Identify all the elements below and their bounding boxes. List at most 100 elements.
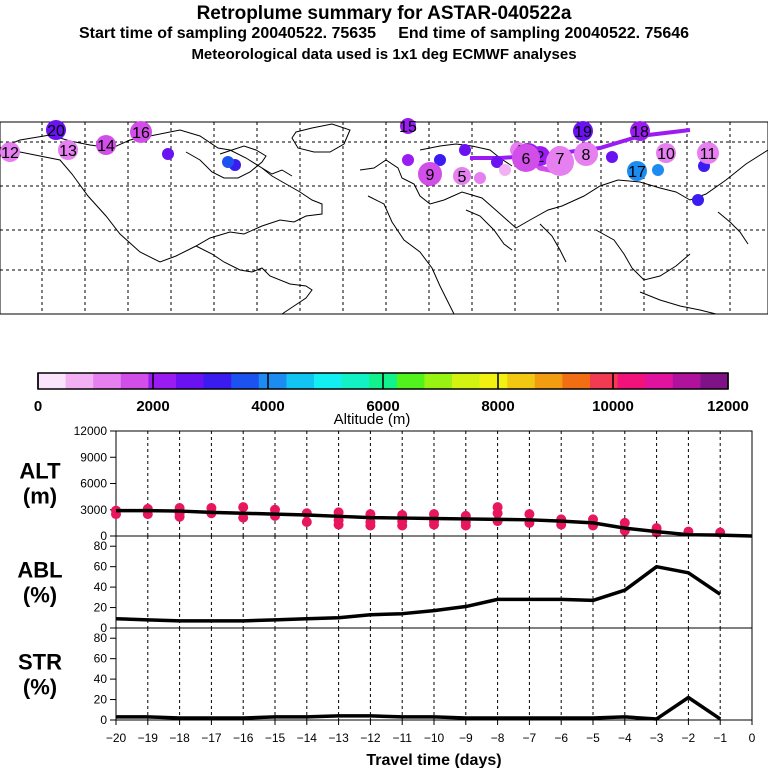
plume-centroid-label: 6	[522, 151, 531, 168]
plume-centroid-label: 20	[47, 123, 65, 140]
altitude-marker	[619, 517, 630, 528]
series-line	[116, 508, 753, 538]
x-tick-label: −16	[233, 731, 254, 745]
colorbar-tick-label: 8000	[481, 398, 514, 415]
y-tick-label: 3000	[80, 503, 107, 517]
plume-centroid-marker	[418, 162, 442, 186]
plume-centroid-marker	[0, 142, 20, 162]
colorbar-swatch	[314, 373, 343, 389]
colorbar-tick-label: 10000	[592, 398, 634, 415]
plume-centroid-marker	[656, 143, 676, 163]
plume-dot	[402, 154, 414, 166]
colorbar-swatch	[286, 373, 315, 389]
world-map: 1234567891011121314151617181920	[0, 118, 768, 315]
colorbar-swatch	[93, 373, 122, 389]
colorbar-tick-label: 4000	[251, 398, 284, 415]
plume-centroid-marker	[46, 120, 66, 140]
colorbar-swatch	[562, 373, 591, 389]
plume-dot	[499, 164, 511, 176]
colorbar-swatch	[65, 373, 94, 389]
plume-centroid-label: 19	[574, 124, 592, 141]
altitude-marker	[492, 508, 503, 519]
plume-dot	[434, 154, 446, 166]
y-tick-label: 80	[94, 539, 108, 553]
y-tick-label: 40	[94, 580, 108, 594]
colorbar-swatch	[534, 373, 563, 389]
y-tick-label: 20	[94, 693, 108, 707]
altitude-marker	[397, 520, 408, 531]
plume-centroid-label: 11	[700, 146, 717, 163]
plume-centroid-label: 13	[59, 143, 77, 160]
panel-unit-label: (%)	[23, 674, 57, 699]
plume-centroid-marker	[58, 140, 78, 160]
plume-centroid-label: 16	[132, 125, 150, 142]
plume-centroid-label: 14	[97, 138, 115, 155]
y-tick-label: 40	[94, 672, 108, 686]
x-tick-label: −18	[169, 731, 190, 745]
plume-centroid-marker	[96, 135, 116, 155]
altitude-marker	[429, 509, 439, 520]
colorbar-tick-label: 2000	[136, 398, 169, 415]
plume-centroid-label: 7	[556, 151, 565, 168]
plume-dot	[652, 164, 664, 176]
x-tick-label: −10	[424, 731, 445, 745]
map-grid	[0, 122, 768, 314]
x-tick-label: −2	[682, 731, 696, 745]
panel-label: ALT	[19, 458, 61, 483]
plume-centroid-marker	[400, 118, 416, 134]
y-tick-label: 20	[94, 601, 108, 615]
plume-centroid-label: 17	[628, 164, 646, 181]
x-tick-label: −7	[523, 731, 537, 745]
colorbar-swatch	[452, 373, 481, 389]
colorbar-swatch	[590, 373, 619, 389]
colorbar-swatch	[341, 373, 370, 389]
altitude-marker	[174, 511, 185, 522]
altitude-marker	[524, 509, 535, 520]
plume-centroid-marker	[573, 121, 593, 141]
colorbar-swatch	[672, 373, 701, 389]
x-tick-label: −20	[106, 731, 127, 745]
plume-centroid-marker	[548, 146, 572, 170]
x-tick-label: −11	[392, 731, 412, 745]
colorbar-swatch	[479, 373, 508, 389]
y-tick-label: 0	[100, 713, 107, 727]
colorbar-swatch	[176, 373, 205, 389]
plume-dot	[474, 172, 486, 184]
sampling-time-line: Start time of sampling 20040522. 75635 E…	[78, 25, 690, 42]
colorbar-swatch	[645, 373, 674, 389]
series-line	[115, 564, 722, 623]
colorbar-swatch	[617, 373, 646, 389]
colorbar-swatch	[700, 373, 729, 389]
x-tick-label: −15	[265, 731, 286, 745]
plume-centroid-label: 15	[399, 119, 417, 136]
colorbar-tick-label: 0	[34, 398, 42, 415]
colorbar-swatch	[120, 373, 149, 389]
plume-centroid-label: 8	[582, 147, 591, 164]
panel-unit-label: (%)	[23, 582, 57, 607]
plume-centroid-marker	[512, 144, 540, 172]
plume-dot	[222, 156, 234, 168]
panel-label: ABL	[17, 557, 62, 582]
plume-centroid-label: 18	[631, 124, 649, 141]
x-tick-label: −19	[138, 731, 159, 745]
x-tick-label: −13	[328, 731, 349, 745]
plume-centroid-labels: 1234567891011121314151617181920	[0, 118, 719, 206]
colorbar-swatch	[258, 373, 287, 389]
x-tick-label: −9	[459, 731, 473, 745]
plume-centroid-marker	[627, 161, 647, 181]
y-tick-label: 60	[94, 560, 108, 574]
plume-centroid-marker	[574, 142, 598, 166]
y-tick-label: 0	[100, 529, 107, 543]
x-axis-label: Travel time (days)	[366, 752, 501, 768]
met-data-line: Meteorological data used is 1x1 deg ECMW…	[191, 46, 577, 63]
colorbar-swatch	[424, 373, 453, 389]
plume-dot	[491, 156, 503, 168]
plume-centroid-label: 2	[536, 149, 545, 166]
panel-label: STR	[18, 649, 62, 674]
x-tick-label: −3	[650, 731, 664, 745]
y-tick-label: 9000	[80, 450, 107, 464]
chart-title: Retroplume summary for ASTAR-040522a	[196, 3, 572, 24]
plume-centroid-label: 9	[426, 167, 435, 184]
colorbar-swatch	[507, 373, 536, 389]
